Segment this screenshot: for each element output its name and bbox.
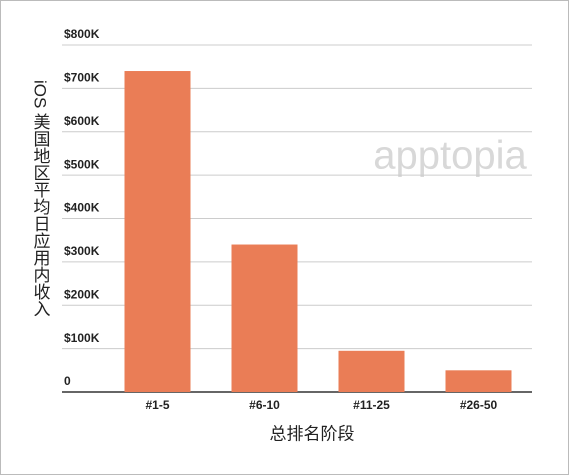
x-tick-label: #26-50 — [460, 398, 498, 412]
bar — [445, 370, 512, 392]
x-tick-label: #6-10 — [249, 398, 280, 412]
x-tick-label: #11-25 — [353, 398, 390, 412]
y-tick-label: $400K — [64, 201, 100, 215]
y-tick-label: $300K — [64, 244, 100, 258]
y-tick-label: $600K — [64, 114, 100, 128]
bar — [338, 350, 405, 392]
bar — [124, 71, 191, 393]
y-axis-title: iOS 美国地区平均日应用内收入 — [31, 80, 51, 317]
y-tick-label: $100K — [64, 331, 100, 345]
x-tick-label: #1-5 — [145, 398, 169, 412]
y-tick-label: $200K — [64, 287, 100, 301]
bar — [231, 244, 298, 392]
y-tick-label: 0 — [64, 374, 71, 388]
y-tick-label: $800K — [64, 27, 100, 41]
y-tick-label: $500K — [64, 157, 100, 171]
x-axis-title: 总排名阶段 — [270, 424, 355, 443]
watermark: apptopia — [373, 134, 527, 178]
y-tick-label: $700K — [64, 71, 100, 85]
